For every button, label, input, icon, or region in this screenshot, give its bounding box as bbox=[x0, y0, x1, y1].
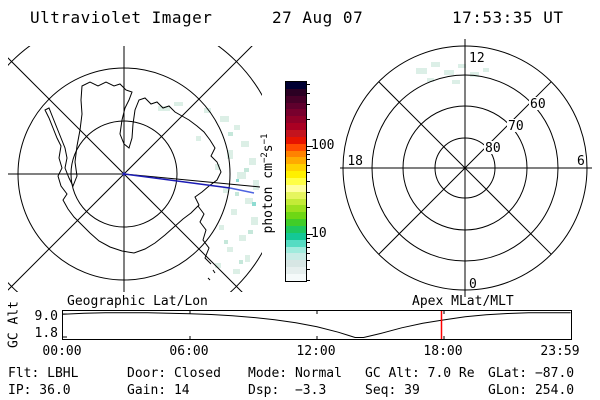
header-date: 27 Aug 07 bbox=[272, 8, 364, 27]
mlt-label-0: 0 bbox=[469, 277, 477, 292]
orbit-track-line-tail bbox=[229, 187, 255, 194]
mlat-label-70: 70 bbox=[508, 119, 524, 134]
status-gain: Gain: 14 bbox=[127, 383, 190, 398]
status-flt: Flt: LBHL bbox=[8, 366, 79, 381]
subsatellite-point bbox=[122, 172, 126, 176]
colorbar-tick-10: 10 bbox=[311, 226, 327, 241]
mlat-label-60: 60 bbox=[530, 97, 546, 112]
header-time: 17:53:35 UT bbox=[452, 8, 564, 27]
strip-right-title: Apex MLat/MLT bbox=[412, 294, 514, 309]
colorbar-label: photon cm−2s−1 bbox=[259, 133, 277, 234]
strip-ylabel: GC Alt bbox=[6, 301, 22, 348]
orbit-track-line bbox=[123, 173, 231, 189]
colorbar bbox=[285, 81, 307, 282]
island-chain bbox=[197, 205, 216, 281]
gc-alt-curve bbox=[63, 312, 571, 338]
status-glon: GLon: 254.0 bbox=[488, 383, 575, 398]
page-title: Ultraviolet Imager bbox=[30, 8, 213, 27]
xtick-1800: 18:00 bbox=[423, 344, 463, 359]
apex-grid bbox=[340, 39, 592, 297]
apex-labels: 12 18 6 0 60 70 80 bbox=[347, 51, 584, 292]
mlat-label-80: 80 bbox=[485, 141, 501, 156]
ytick-9: 9.0 bbox=[34, 309, 58, 324]
apex-polar-plot: 12 18 6 0 60 70 80 bbox=[340, 39, 592, 297]
status-dsp: Dsp: −3.3 bbox=[248, 383, 327, 398]
strip-left-title: Geographic Lat/Lon bbox=[67, 294, 208, 309]
mlt-label-18: 18 bbox=[347, 154, 363, 169]
map-emission-speckles bbox=[158, 102, 259, 274]
gc-alt-strip-chart bbox=[62, 310, 572, 340]
antarctica-coastline bbox=[44, 81, 222, 254]
status-mode: Mode: Normal bbox=[248, 366, 342, 381]
xtick-0000: 00:00 bbox=[42, 344, 82, 359]
map-grid bbox=[8, 46, 262, 292]
status-glat: GLat: −87.0 bbox=[488, 366, 575, 381]
mlt-label-6: 6 bbox=[577, 154, 585, 169]
status-ip: IP: 36.0 bbox=[8, 383, 71, 398]
ytick-1-8: 1.8 bbox=[34, 326, 58, 341]
status-seq: Seq: 39 bbox=[365, 383, 420, 398]
mlt-label-12: 12 bbox=[469, 51, 485, 66]
apex-emission-speckles bbox=[416, 62, 489, 84]
geographic-map-panel bbox=[8, 46, 262, 292]
status-gc-alt: GC Alt: 7.0 Re bbox=[365, 366, 475, 381]
xtick-1200: 12:00 bbox=[296, 344, 336, 359]
status-door: Door: Closed bbox=[127, 366, 221, 381]
strip-ticks bbox=[63, 311, 445, 339]
xtick-2359: 23:59 bbox=[540, 344, 580, 359]
xtick-0600: 06:00 bbox=[169, 344, 209, 359]
colorbar-tick-100: 100 bbox=[311, 138, 335, 153]
colorbar-ticks bbox=[306, 81, 316, 281]
